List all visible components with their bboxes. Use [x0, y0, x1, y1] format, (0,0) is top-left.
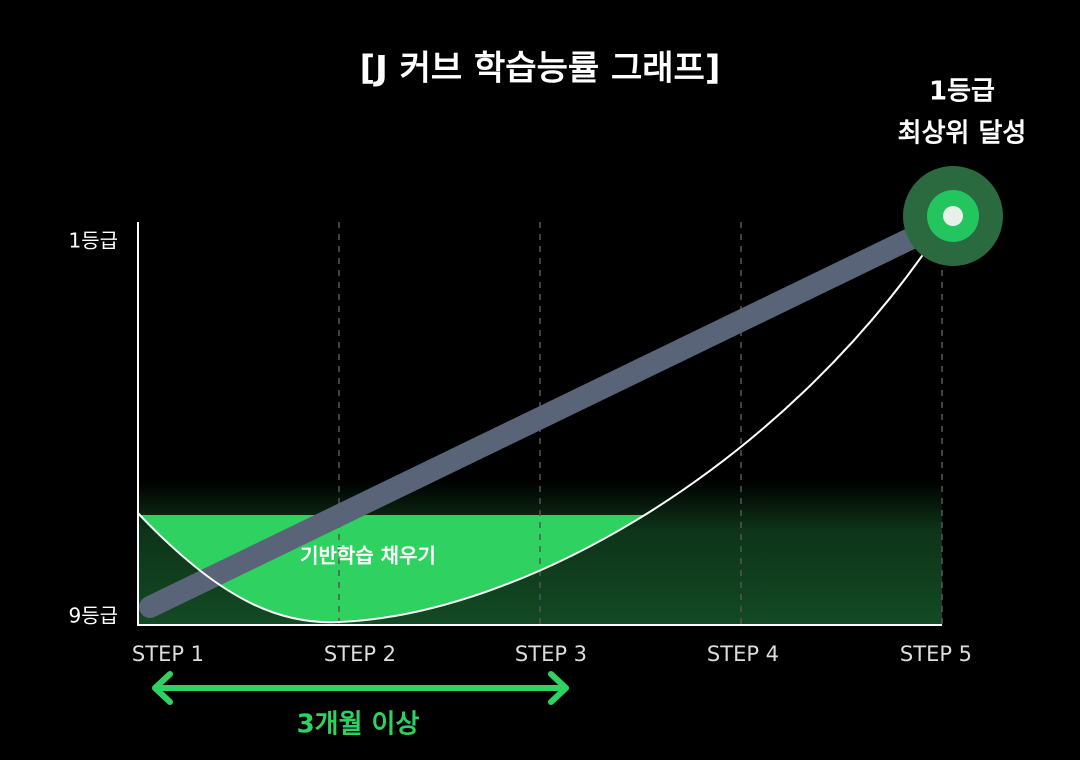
goal-label: 최상위 달성 — [898, 119, 1027, 149]
step-label: STEP 5 — [900, 642, 972, 666]
step-label: STEP 3 — [515, 642, 587, 666]
step-label: STEP 2 — [324, 642, 396, 666]
step-label: STEP 1 — [132, 642, 204, 666]
duration-label: 3개월 이상 — [297, 710, 420, 740]
title: [J 커브 학습능률 그래프] — [360, 49, 721, 89]
goal-label: 1등급 — [929, 77, 995, 107]
y-label: 9등급 — [68, 604, 118, 628]
j-curve — [137, 229, 941, 624]
y-label: 1등급 — [68, 229, 118, 253]
linear-line — [139, 211, 956, 618]
step-label: STEP 4 — [707, 642, 779, 666]
fill-label: 기반학습 채우기 — [300, 544, 436, 568]
goal-dot — [943, 206, 963, 226]
duration-arrow — [152, 671, 569, 705]
